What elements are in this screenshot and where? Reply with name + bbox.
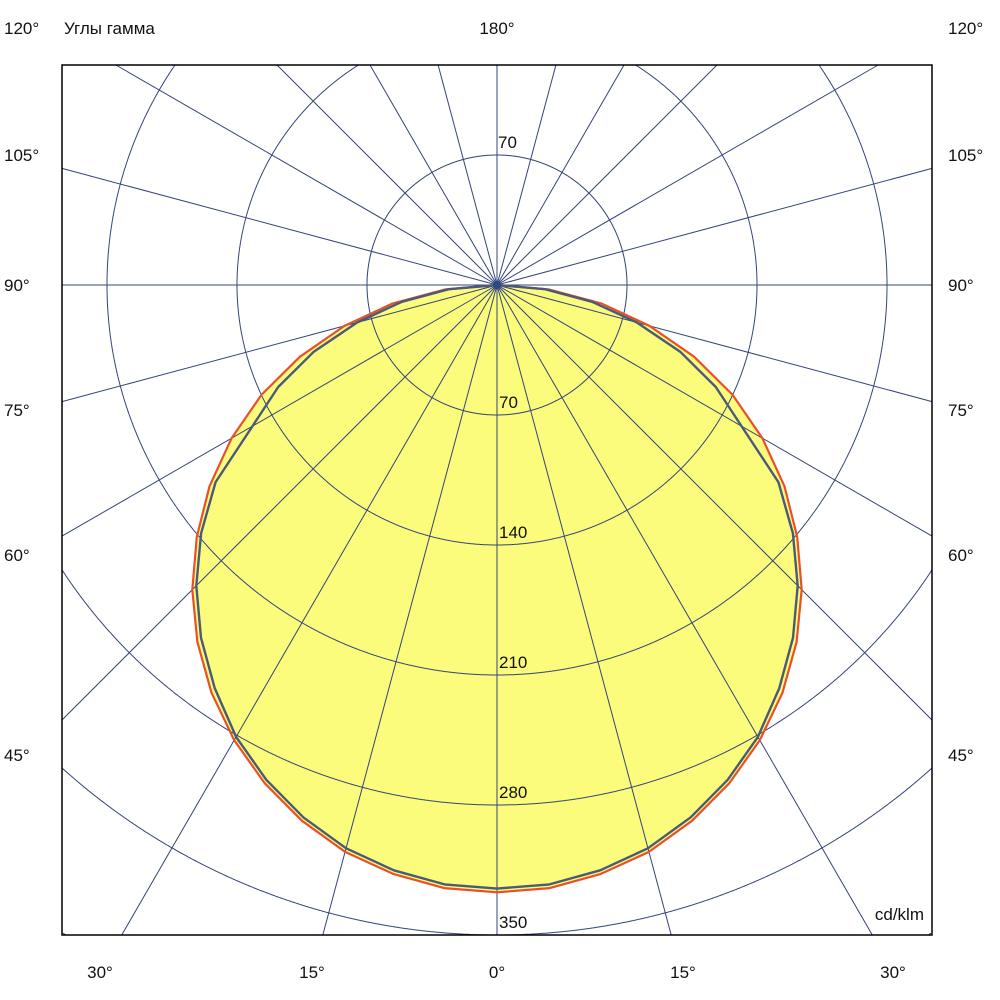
bottom-angle-label: 15° (299, 963, 325, 982)
left-angle-label: 45° (4, 746, 30, 765)
right-angle-label: 60° (948, 546, 974, 565)
grid-spoke (121, 284, 498, 936)
grid-ring (61, 767, 933, 936)
radial-tick-label: 140 (499, 523, 527, 542)
grid-spoke (496, 64, 718, 286)
left-angle-label: 120° (4, 19, 39, 38)
grid-spoke (496, 284, 933, 403)
bottom-angle-label: 0° (489, 963, 505, 982)
grid-spoke (496, 284, 873, 936)
bottom-angle-label: 15° (670, 963, 696, 982)
right-angle-label: 105° (948, 146, 983, 165)
left-angle-label: 75° (4, 401, 30, 420)
grid-spoke (496, 64, 557, 286)
grid-spoke (276, 64, 498, 286)
grid-ring (61, 570, 933, 806)
radial-tick-label: 280 (499, 783, 527, 802)
grid-spoke (61, 167, 498, 286)
grid-ring (236, 64, 758, 546)
center-marker (493, 281, 501, 289)
right-angle-label: 120° (948, 19, 983, 38)
intensity-curve-1 (195, 283, 799, 890)
left-angle-label: 60° (4, 546, 30, 565)
grid-ring (106, 64, 888, 676)
unit-label: cd/klm (875, 905, 924, 924)
grid-spoke (61, 284, 498, 537)
grid-spoke (496, 64, 625, 286)
grid-spoke (496, 284, 933, 537)
radial-tick-label: 70 (499, 393, 518, 412)
grid-spoke (496, 167, 933, 286)
grid-spoke (496, 284, 933, 721)
chart-title: Углы гамма (64, 19, 155, 38)
grid-spoke (61, 284, 498, 403)
left-angle-label: 105° (4, 146, 39, 165)
radial-tick-label: 350 (499, 913, 527, 932)
grid-spoke (437, 64, 498, 286)
radial-tick-label: 210 (499, 653, 527, 672)
grid-spoke (322, 284, 498, 936)
grid-spoke (369, 64, 498, 286)
grid-spoke (496, 64, 879, 286)
grid-spoke (115, 64, 498, 286)
top-ring-label: 70 (498, 133, 517, 152)
plot-frame (61, 64, 933, 936)
bottom-angle-label: 30° (880, 963, 906, 982)
grid-spoke (61, 284, 498, 721)
left-angle-label: 90° (4, 276, 30, 295)
right-angle-label: 45° (948, 746, 974, 765)
intensity-curve-0 (191, 283, 803, 894)
right-angle-label: 90° (948, 276, 974, 295)
bottom-angle-label: 30° (87, 963, 113, 982)
grid-spoke (496, 284, 672, 936)
top-angle-label: 180° (479, 19, 514, 38)
right-angle-label: 75° (948, 401, 974, 420)
